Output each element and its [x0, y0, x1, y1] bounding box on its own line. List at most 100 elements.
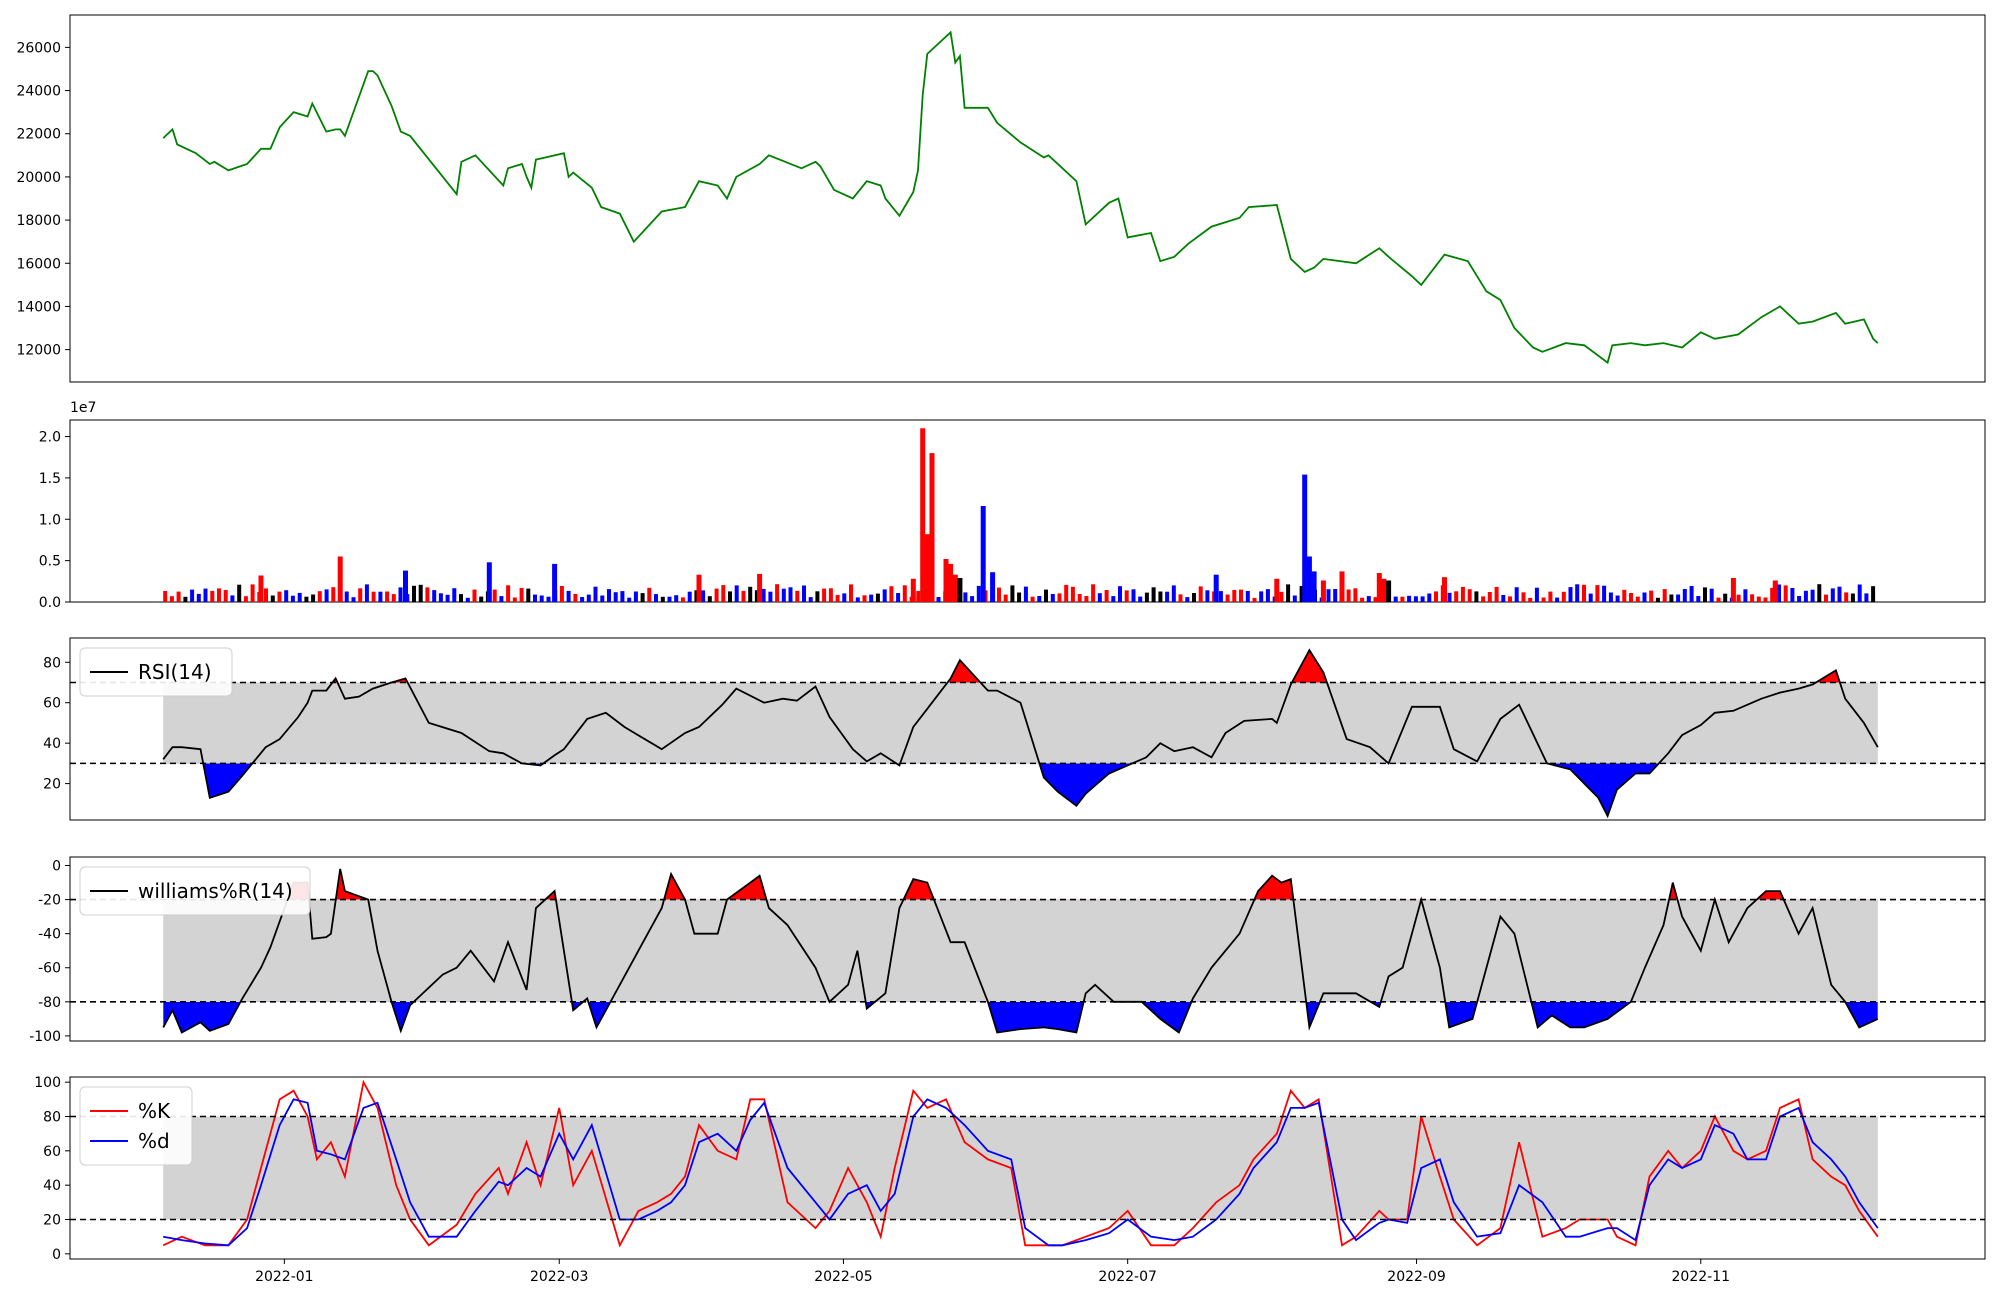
- volume-bar: [519, 587, 524, 602]
- volume-bar: [936, 597, 941, 602]
- volume-bar: [344, 591, 349, 602]
- volume-bar: [1131, 589, 1136, 602]
- volume-bar: [217, 588, 221, 602]
- volume-bar: [1763, 597, 1768, 602]
- volume-bar: [223, 590, 228, 602]
- volume-bar: [324, 589, 329, 602]
- volume-bar: [391, 594, 396, 602]
- volume-bar: [1084, 596, 1089, 602]
- volume-bar: [1225, 594, 1230, 602]
- volume-bar: [1070, 586, 1075, 602]
- volume-bar: [741, 590, 746, 602]
- volume-bar: [1326, 589, 1331, 602]
- axes-frame: [69, 637, 1986, 821]
- volume-bar: [1777, 584, 1781, 602]
- volume-bar: [237, 584, 242, 602]
- volume-bar: [1803, 590, 1808, 602]
- volume-bar: [425, 587, 430, 602]
- legend-box: [79, 1086, 193, 1166]
- volume-bar: [1447, 592, 1452, 602]
- volume-spike-bar: [486, 562, 492, 602]
- y-tick-label: 80: [43, 655, 61, 671]
- volume-bar: [539, 595, 544, 602]
- volume-bar: [1420, 596, 1425, 602]
- volume-bar: [1279, 591, 1284, 602]
- volume-bar: [1696, 596, 1701, 602]
- volume-bar: [654, 594, 658, 602]
- volume-bar: [1467, 589, 1472, 602]
- volume-bar: [1487, 592, 1492, 602]
- volume-bar: [1824, 594, 1828, 602]
- volume-bar: [566, 590, 571, 602]
- y-tick-label: 12000: [16, 343, 61, 359]
- volume-bar: [1642, 592, 1647, 602]
- volume-bar: [364, 584, 369, 602]
- volume-bar: [674, 595, 679, 602]
- y-tick-label: -60: [38, 961, 61, 977]
- volume-bar: [499, 596, 504, 602]
- volume-bar: [828, 588, 833, 602]
- volume-bar: [1850, 593, 1855, 602]
- volume-bar: [1393, 596, 1398, 602]
- volume-bar: [862, 595, 867, 602]
- x-tick-label: 2022-09: [1387, 1269, 1446, 1285]
- y-tick-label: -20: [38, 893, 61, 909]
- volume-bar: [1010, 585, 1015, 602]
- volume-bar: [761, 588, 766, 602]
- volume-bar: [714, 588, 719, 602]
- volume-bar: [1588, 593, 1593, 602]
- volume-bar: [1635, 596, 1640, 602]
- volume-spike-bar: [1274, 578, 1280, 602]
- y-tick-label: 0: [52, 859, 61, 875]
- volume-offset-label: 1e7: [70, 400, 96, 416]
- x-tick-label: 2022-11: [1672, 1269, 1731, 1285]
- axes-frame: [69, 1076, 1986, 1260]
- volume-spike-bar: [924, 534, 930, 602]
- y-tick-label: 0.5: [39, 554, 61, 570]
- y-tick-label: 20: [43, 777, 61, 793]
- volume-bar: [1259, 591, 1264, 602]
- volume-bar: [1756, 596, 1761, 602]
- volume-bar: [1104, 590, 1109, 602]
- volume-bar: [378, 591, 383, 602]
- volume-bar: [728, 591, 732, 602]
- volume-bar: [1427, 593, 1432, 602]
- volume-bar: [1723, 593, 1728, 602]
- volume-spike-bar: [337, 556, 343, 602]
- volume-bar: [1111, 596, 1116, 602]
- volume-bar: [230, 595, 235, 602]
- volume-bar: [694, 590, 699, 602]
- volume-bar: [1265, 589, 1270, 602]
- volume-bar: [1783, 585, 1788, 602]
- volume-bar: [1871, 586, 1876, 602]
- legend-label: RSI(14): [138, 660, 212, 684]
- volume-bar: [1844, 592, 1849, 602]
- volume-bar: [1151, 587, 1156, 602]
- volume-bar: [284, 590, 289, 602]
- volume-bar: [371, 591, 376, 602]
- volume-spike-bar: [552, 563, 558, 602]
- y-tick-label: 1.0: [39, 512, 61, 528]
- volume-spike-bar: [980, 506, 986, 602]
- volume-bar: [788, 587, 793, 602]
- volume-bar: [1857, 584, 1862, 602]
- volume-bar: [311, 594, 316, 602]
- volume-bar: [1830, 588, 1835, 602]
- volume-spike-bar: [1213, 574, 1219, 602]
- volume-bar: [1434, 591, 1438, 602]
- volume-bar: [317, 591, 322, 602]
- volume-bar: [1474, 591, 1479, 602]
- volume-bar: [1252, 597, 1257, 602]
- volume-bar: [203, 588, 208, 602]
- volume-bar: [1676, 594, 1681, 602]
- stochastic-line-d: [163, 1098, 1879, 1247]
- volume-bar: [701, 590, 706, 602]
- volume-bar: [1178, 594, 1183, 602]
- volume-bar: [667, 596, 672, 602]
- volume-bar: [1514, 587, 1519, 602]
- volume-bar: [1091, 584, 1096, 602]
- volume-bar: [997, 587, 1001, 602]
- volume-bar: [176, 591, 181, 602]
- volume-bar: [822, 588, 827, 602]
- y-tick-label: 22000: [16, 127, 61, 143]
